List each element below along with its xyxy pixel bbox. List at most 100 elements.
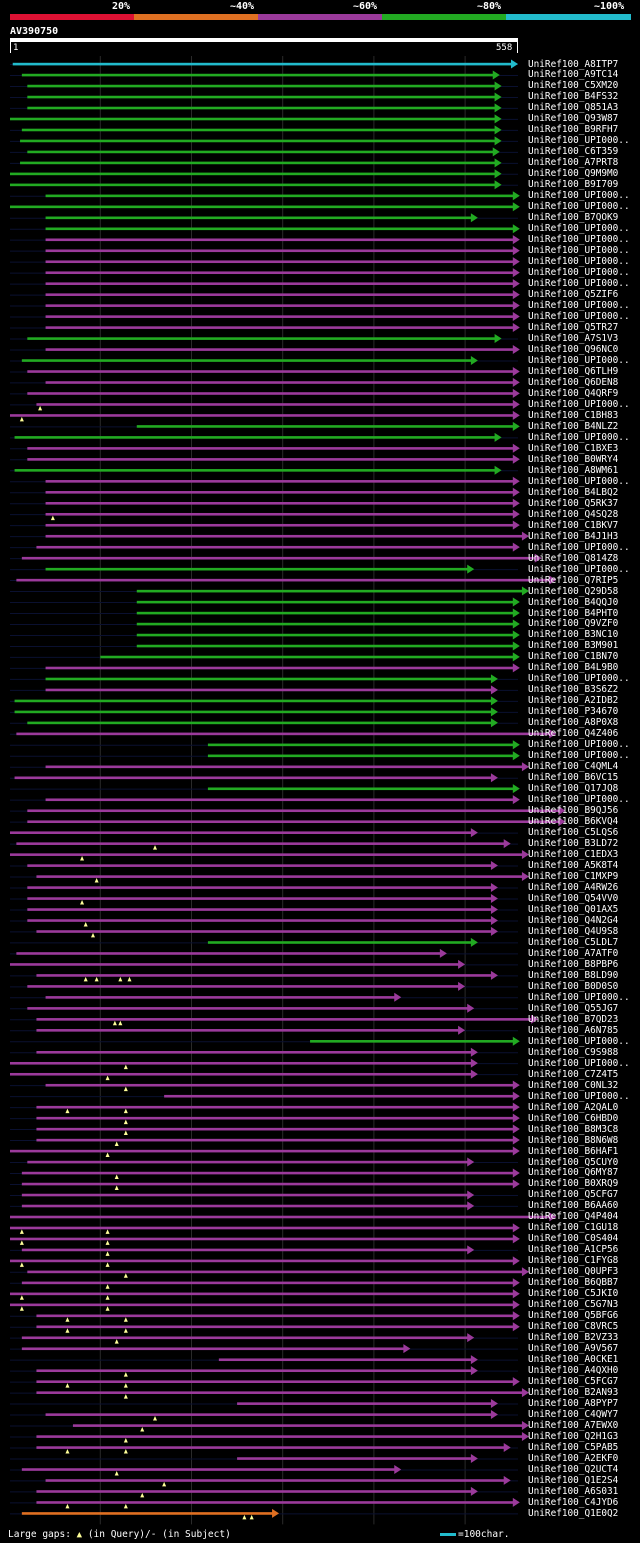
hit-bar[interactable] [27, 1267, 529, 1278]
hit-bar[interactable] [21, 1278, 520, 1289]
hit-bar[interactable] [10, 1256, 520, 1267]
hit-bar[interactable] [100, 652, 520, 662]
hit-bar[interactable] [27, 883, 498, 892]
hit-bar[interactable] [45, 1080, 520, 1092]
hit-bar[interactable] [45, 213, 478, 223]
hit-bar[interactable] [237, 1453, 478, 1463]
hit-bar[interactable] [10, 202, 520, 212]
hit-bar[interactable] [45, 663, 520, 673]
hit-bar[interactable] [21, 1464, 402, 1476]
hit-bar[interactable] [45, 235, 520, 245]
hit-bar[interactable] [136, 597, 520, 607]
hit-bar[interactable] [27, 103, 502, 113]
hit-bar[interactable] [10, 850, 529, 861]
hit-bar[interactable] [20, 158, 502, 168]
hit-bar[interactable] [10, 959, 466, 969]
hit-bar[interactable] [10, 114, 502, 124]
hit-bar[interactable] [45, 301, 520, 311]
hit-bar[interactable] [21, 125, 502, 135]
hit-bar[interactable] [36, 970, 498, 982]
hit-bar[interactable] [21, 1179, 520, 1190]
hit-bar[interactable] [16, 839, 511, 850]
hit-bar[interactable] [21, 1245, 475, 1256]
hit-bar[interactable] [10, 1300, 520, 1311]
hit-bar[interactable] [45, 1475, 511, 1487]
hit-bar[interactable] [14, 696, 498, 706]
hit-bar[interactable] [310, 1036, 520, 1046]
hit-bar[interactable] [45, 531, 529, 541]
hit-bar[interactable] [45, 509, 520, 521]
hit-bar[interactable] [45, 564, 475, 574]
hit-bar[interactable] [45, 685, 498, 695]
hit-bar[interactable] [27, 1003, 475, 1013]
hit-bar[interactable] [45, 674, 498, 684]
hit-bar[interactable] [10, 1069, 478, 1081]
hit-bar[interactable] [36, 1366, 478, 1377]
hit-bar[interactable] [27, 915, 498, 927]
hit-bar[interactable] [10, 410, 520, 422]
hit-bar[interactable] [21, 355, 478, 365]
hit-bar[interactable] [36, 1025, 466, 1035]
hit-bar[interactable] [27, 147, 500, 157]
hit-bar[interactable] [45, 992, 402, 1002]
hit-bar[interactable] [16, 948, 447, 958]
hit-bar[interactable] [45, 224, 520, 234]
hit-bar[interactable] [21, 1333, 475, 1344]
hit-bar[interactable] [14, 465, 502, 475]
hit-bar[interactable] [45, 1410, 498, 1421]
hit-bar[interactable] [10, 1234, 520, 1245]
hit-bar[interactable] [10, 1058, 478, 1070]
hit-bar[interactable] [45, 290, 520, 300]
hit-bar[interactable] [10, 1223, 520, 1234]
hit-bar[interactable] [27, 81, 502, 91]
hit-bar[interactable] [45, 520, 520, 530]
hit-bar[interactable] [10, 180, 502, 190]
hit-bar[interactable] [27, 334, 502, 343]
hit-bar[interactable] [45, 344, 520, 354]
hit-bar[interactable] [72, 1421, 529, 1432]
hit-bar[interactable] [10, 1146, 520, 1158]
hit-bar[interactable] [36, 1135, 520, 1147]
hit-bar[interactable] [45, 476, 520, 486]
hit-bar[interactable] [36, 1322, 520, 1333]
hit-bar[interactable] [36, 1014, 539, 1026]
hit-bar[interactable] [36, 1113, 520, 1125]
hit-bar[interactable] [20, 136, 502, 146]
hit-bar[interactable] [36, 872, 529, 883]
hit-bar[interactable] [10, 1212, 557, 1222]
hit-bar[interactable] [45, 323, 520, 333]
hit-bar[interactable] [27, 1157, 475, 1167]
hit-bar[interactable] [136, 608, 520, 618]
hit-bar[interactable] [36, 1377, 520, 1388]
hit-bar[interactable] [36, 399, 520, 411]
hit-bar[interactable] [136, 421, 520, 431]
hit-bar[interactable] [16, 729, 557, 739]
hit-bar[interactable] [27, 904, 498, 914]
hit-bar[interactable] [45, 487, 520, 497]
hit-bar[interactable] [27, 443, 520, 453]
hit-bar[interactable] [164, 1091, 520, 1101]
hit-bar[interactable] [21, 553, 542, 563]
hit-bar[interactable] [27, 981, 466, 991]
hit-bar[interactable] [27, 893, 498, 905]
hit-bar[interactable] [136, 630, 520, 640]
hit-bar[interactable] [45, 498, 520, 508]
hit-bar[interactable] [136, 586, 529, 596]
hit-bar[interactable] [27, 817, 566, 827]
hit-bar[interactable] [27, 366, 520, 376]
hit-bar[interactable] [14, 707, 498, 717]
hit-bar[interactable] [36, 926, 498, 938]
hit-bar[interactable] [27, 92, 502, 102]
hit-bar[interactable] [207, 784, 520, 794]
hit-bar[interactable] [27, 454, 520, 464]
hit-bar[interactable] [10, 1289, 520, 1300]
hit-bar[interactable] [21, 1344, 411, 1354]
hit-bar[interactable] [27, 806, 566, 816]
hit-bar[interactable] [36, 1486, 478, 1498]
hit-bar[interactable] [218, 1355, 478, 1365]
hit-bar[interactable] [36, 1442, 511, 1454]
hit-bar[interactable] [136, 641, 520, 651]
hit-bar[interactable] [45, 312, 520, 322]
hit-bar[interactable] [27, 718, 498, 728]
hit-bar[interactable] [45, 257, 520, 267]
